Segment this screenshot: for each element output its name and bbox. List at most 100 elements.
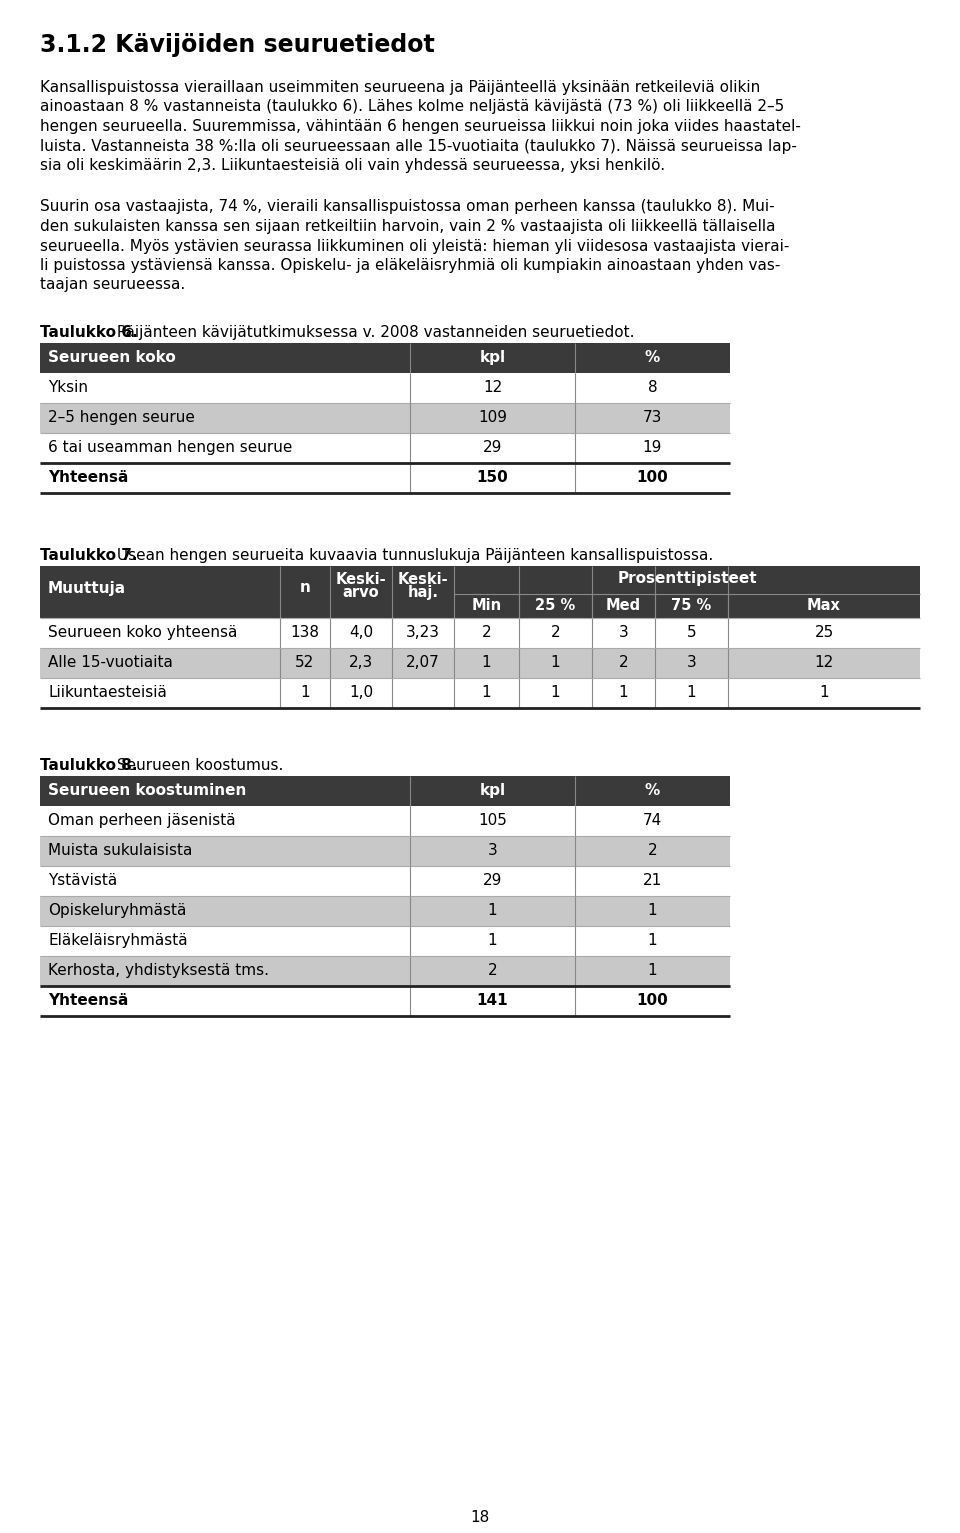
- Bar: [40, 926, 730, 957]
- Text: Oman perheen jäsenistä: Oman perheen jäsenistä: [48, 812, 235, 828]
- Text: Seurueen koko yhteensä: Seurueen koko yhteensä: [48, 625, 237, 639]
- Text: Yhteensä: Yhteensä: [48, 471, 129, 484]
- Text: Yksin: Yksin: [48, 380, 88, 396]
- Text: taajan seurueessa.: taajan seurueessa.: [40, 277, 185, 293]
- Bar: [40, 432, 730, 463]
- Text: Med: Med: [606, 598, 641, 613]
- Text: Seurueen koko: Seurueen koko: [48, 350, 176, 365]
- Text: haj.: haj.: [407, 586, 439, 599]
- Text: 100: 100: [636, 471, 668, 484]
- Bar: [40, 678, 920, 708]
- Text: 2: 2: [618, 655, 628, 670]
- Text: Seurueen koostumus.: Seurueen koostumus.: [112, 757, 283, 773]
- Bar: [40, 957, 730, 986]
- Bar: [40, 806, 730, 835]
- Text: li puistossa ystäviensä kanssa. Opiskelu- ja eläkeläisryhmiä oli kumpiakin ainoa: li puistossa ystäviensä kanssa. Opiskelu…: [40, 258, 780, 273]
- Text: 1: 1: [551, 655, 561, 670]
- Text: 1: 1: [488, 934, 497, 947]
- Text: kpl: kpl: [479, 350, 506, 365]
- Text: ainoastaan 8 % vastanneista (taulukko 6). Lähes kolme neljästä kävijästä (73 %) : ainoastaan 8 % vastanneista (taulukko 6)…: [40, 100, 784, 115]
- Text: Taulukko 6.: Taulukko 6.: [40, 325, 137, 340]
- Text: 1,0: 1,0: [348, 685, 373, 701]
- Text: seurueella. Myös ystävien seurassa liikkuminen oli yleistä: hieman yli viidesosa: seurueella. Myös ystävien seurassa liikk…: [40, 239, 789, 253]
- Bar: [40, 373, 730, 403]
- Bar: [40, 835, 730, 866]
- Text: 141: 141: [477, 993, 508, 1009]
- Text: Usean hengen seurueita kuvaavia tunnuslukuja Päijänteen kansallispuistossa.: Usean hengen seurueita kuvaavia tunnuslu…: [112, 547, 713, 563]
- Text: 2: 2: [482, 625, 492, 639]
- Text: 29: 29: [483, 872, 502, 888]
- Text: 3: 3: [488, 843, 497, 858]
- Text: 1: 1: [648, 963, 658, 978]
- Text: Alle 15-vuotiaita: Alle 15-vuotiaita: [48, 655, 173, 670]
- Text: Max: Max: [807, 598, 841, 613]
- Text: Ystävistä: Ystävistä: [48, 872, 117, 888]
- Text: 2,07: 2,07: [406, 655, 440, 670]
- Text: 150: 150: [476, 471, 509, 484]
- Text: arvo: arvo: [343, 586, 379, 599]
- Text: 1: 1: [819, 685, 828, 701]
- Text: 2: 2: [488, 963, 497, 978]
- Text: 2,3: 2,3: [348, 655, 373, 670]
- Bar: [40, 618, 920, 648]
- Text: %: %: [645, 783, 660, 799]
- Text: 29: 29: [483, 440, 502, 455]
- Text: 1: 1: [551, 685, 561, 701]
- Text: Taulukko 7.: Taulukko 7.: [40, 547, 137, 563]
- Text: Liikuntaesteisiä: Liikuntaesteisiä: [48, 685, 167, 701]
- Text: 3,23: 3,23: [406, 625, 440, 639]
- Text: 2: 2: [648, 843, 658, 858]
- Text: Taulukko 8.: Taulukko 8.: [40, 757, 137, 773]
- Text: Kerhosta, yhdistyksestä tms.: Kerhosta, yhdistyksestä tms.: [48, 963, 269, 978]
- Text: 109: 109: [478, 409, 507, 425]
- Text: 3: 3: [618, 625, 629, 639]
- Text: 18: 18: [470, 1510, 490, 1525]
- Text: 1: 1: [488, 903, 497, 918]
- Text: 1: 1: [686, 685, 696, 701]
- Text: Min: Min: [471, 598, 501, 613]
- Text: Opiskeluryhmästä: Opiskeluryhmästä: [48, 903, 186, 918]
- Text: Päijänteen kävijätutkimuksessa v. 2008 vastanneiden seuruetiedot.: Päijänteen kävijätutkimuksessa v. 2008 v…: [112, 325, 635, 340]
- Text: 8: 8: [648, 380, 658, 396]
- Text: 73: 73: [643, 409, 662, 425]
- Text: 138: 138: [291, 625, 320, 639]
- Text: Suurin osa vastaajista, 74 %, vieraili kansallispuistossa oman perheen kanssa (t: Suurin osa vastaajista, 74 %, vieraili k…: [40, 199, 775, 215]
- Text: Prosenttipisteet: Prosenttipisteet: [617, 570, 756, 586]
- Text: Keski-: Keski-: [336, 572, 386, 587]
- Bar: [40, 895, 730, 926]
- Text: 25 %: 25 %: [536, 598, 576, 613]
- Bar: [40, 343, 730, 373]
- Text: 74: 74: [643, 812, 662, 828]
- Text: %: %: [645, 350, 660, 365]
- Text: 3: 3: [686, 655, 696, 670]
- Text: 1: 1: [482, 655, 492, 670]
- Text: 1: 1: [648, 903, 658, 918]
- Text: 2–5 hengen seurue: 2–5 hengen seurue: [48, 409, 195, 425]
- Text: n: n: [300, 581, 310, 595]
- Bar: [40, 566, 920, 618]
- Text: 100: 100: [636, 993, 668, 1009]
- Text: 4,0: 4,0: [348, 625, 373, 639]
- Text: sia oli keskimäärin 2,3. Liikuntaesteisiä oli vain yhdessä seurueessa, yksi henk: sia oli keskimäärin 2,3. Liikuntaesteisi…: [40, 158, 665, 173]
- Bar: [40, 776, 730, 806]
- Text: Kansallispuistossa vieraillaan useimmiten seurueena ja Päijänteellä yksinään ret: Kansallispuistossa vieraillaan useimmite…: [40, 80, 760, 95]
- Text: Muuttuja: Muuttuja: [48, 581, 126, 595]
- Text: 1: 1: [648, 934, 658, 947]
- Text: 19: 19: [643, 440, 662, 455]
- Text: 25: 25: [814, 625, 833, 639]
- Text: den sukulaisten kanssa sen sijaan retkeiltiin harvoin, vain 2 % vastaajista oli : den sukulaisten kanssa sen sijaan retkei…: [40, 219, 776, 235]
- Text: 1: 1: [300, 685, 310, 701]
- Text: Seurueen koostuminen: Seurueen koostuminen: [48, 783, 247, 799]
- Text: 1: 1: [618, 685, 628, 701]
- Text: 1: 1: [482, 685, 492, 701]
- Text: 105: 105: [478, 812, 507, 828]
- Text: Keski-: Keski-: [397, 572, 448, 587]
- Text: 12: 12: [814, 655, 833, 670]
- Text: Muista sukulaisista: Muista sukulaisista: [48, 843, 192, 858]
- Text: 2: 2: [551, 625, 561, 639]
- Text: 5: 5: [686, 625, 696, 639]
- Text: Yhteensä: Yhteensä: [48, 993, 129, 1009]
- Text: luista. Vastanneista 38 %:lla oli seurueessaan alle 15-vuotiaita (taulukko 7). N: luista. Vastanneista 38 %:lla oli seurue…: [40, 138, 797, 153]
- Text: 75 %: 75 %: [671, 598, 711, 613]
- Bar: [40, 866, 730, 895]
